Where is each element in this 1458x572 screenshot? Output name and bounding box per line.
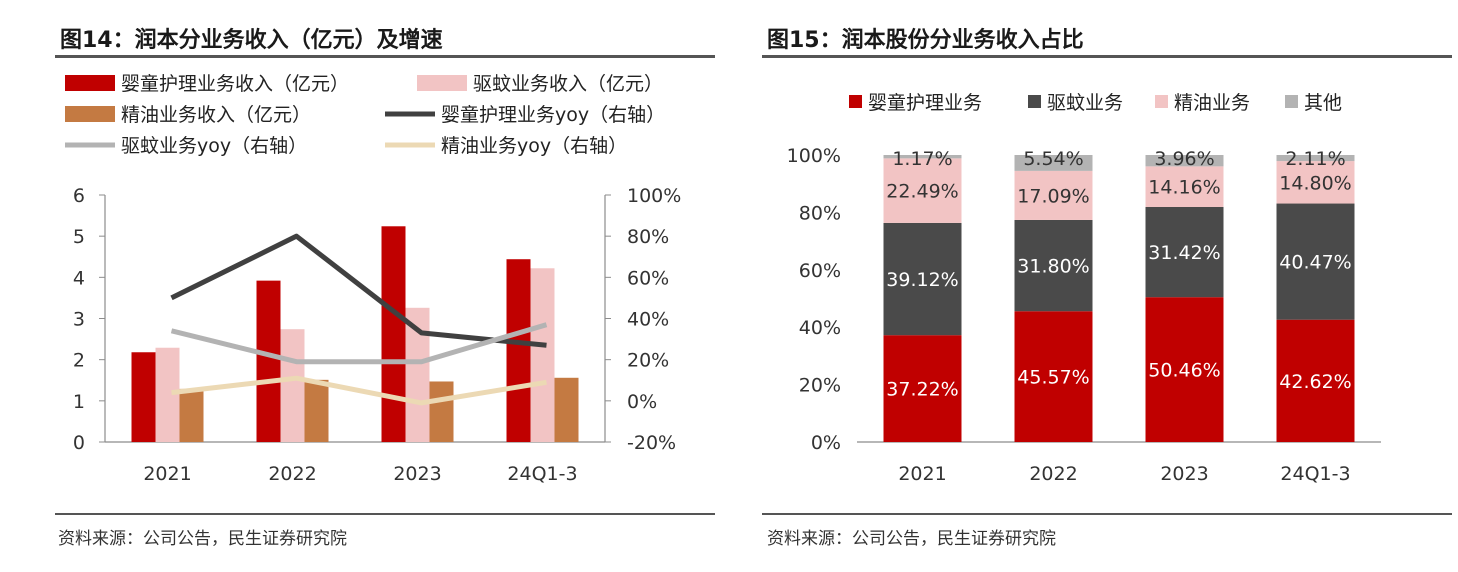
bar-essential-oil-revenue [430, 381, 454, 442]
data-label: 3.96% [1154, 148, 1214, 170]
legend-swatch [65, 75, 115, 91]
legend-label: 婴童护理业务yoy（右轴） [441, 104, 665, 126]
data-label: 17.09% [1017, 185, 1089, 207]
data-label: 40.47% [1279, 252, 1351, 274]
y-tick-label: 2 [73, 350, 85, 372]
data-label: 1.17% [892, 148, 952, 170]
x-category-label: 2023 [393, 463, 441, 485]
y-tick-label: 20% [799, 375, 841, 397]
legend-swatch [65, 106, 115, 122]
y2-tick-label: 100% [627, 185, 681, 207]
legend-label: 其他 [1304, 92, 1342, 114]
data-label: 14.16% [1148, 177, 1220, 199]
y-tick-label: 40% [799, 317, 841, 339]
legend-label: 精油业务收入（亿元） [121, 104, 311, 126]
y-tick-label: 0% [811, 432, 841, 454]
bar-essential-oil-revenue [305, 380, 329, 442]
revenue-share-chart: 0% 20% 40% 60% 80% 100% 2021 2022 2023 24Q1-3 37.2… [745, 0, 1458, 572]
y-tick-label: 1 [73, 391, 85, 413]
legend-label: 婴童护理业务收入（亿元） [121, 73, 349, 95]
x-category-label: 2021 [143, 463, 191, 485]
bar-mosquito-repellent-revenue [156, 348, 180, 442]
legend-label: 婴童护理业务 [868, 92, 982, 114]
legend-swatch [849, 95, 862, 108]
bar-essential-oil-revenue [180, 389, 204, 442]
line-mosquito-repellent-yoy [172, 325, 547, 362]
y2-tick-label: 60% [627, 267, 669, 289]
data-label: 22.49% [886, 181, 958, 203]
legend-label: 精油业务yoy（右轴） [441, 135, 627, 157]
source-divider [762, 513, 1452, 515]
y-tick-label: 6 [73, 185, 85, 207]
legend-label: 驱蚊业务 [1047, 92, 1123, 114]
data-label: 39.12% [886, 269, 958, 291]
legend-label: 驱蚊业务收入（亿元） [473, 73, 663, 95]
y2-tick-label: 80% [627, 226, 669, 248]
legend-swatch [1285, 95, 1298, 108]
bar-mosquito-repellent-revenue [531, 268, 555, 442]
source-note: 资料来源：公司公告，民生证券研究院 [58, 524, 347, 549]
data-label: 5.54% [1023, 148, 1083, 170]
data-label: 2.11% [1285, 148, 1345, 170]
x-category-label: 2023 [1160, 463, 1208, 485]
source-note: 资料来源：公司公告，民生证券研究院 [767, 524, 1056, 549]
y-tick-label: 0 [73, 432, 85, 454]
line-baby-care-yoy [172, 236, 547, 345]
revenue-growth-chart: 0 1 2 3 4 5 6 -20% 0% 20% 40% 60% 80% 100% 2021 2022 202… [0, 0, 730, 572]
bar-mosquito-repellent-revenue [281, 329, 305, 442]
source-divider [55, 513, 715, 515]
bar-essential-oil-revenue [555, 378, 579, 442]
x-category-label: 24Q1-3 [1280, 463, 1350, 485]
bar-baby-care-revenue [382, 226, 406, 442]
right-figure-panel: 图15：润本股份分业务收入占比 0% 20% 40% 60% 80% 100% 2021 20… [745, 0, 1458, 572]
left-figure-panel: 图14：润本分业务收入（亿元）及增速 0 1 2 3 4 5 6 -20% 0% 20% 40% 60… [0, 0, 730, 572]
data-label: 31.80% [1017, 256, 1089, 278]
legend-swatch [1155, 95, 1168, 108]
y-tick-label: 3 [73, 309, 85, 331]
x-category-label: 24Q1-3 [507, 463, 577, 485]
x-category-label: 2022 [268, 463, 316, 485]
data-label: 37.22% [886, 379, 958, 401]
bar-baby-care-revenue [257, 281, 281, 442]
x-category-label: 2022 [1029, 463, 1077, 485]
data-label: 31.42% [1148, 242, 1220, 264]
legend-label: 驱蚊业务yoy（右轴） [121, 135, 307, 157]
y2-tick-label: 20% [627, 350, 669, 372]
y2-tick-label: 0% [627, 391, 657, 413]
data-label: 14.80% [1279, 172, 1351, 194]
bar-baby-care-revenue [132, 352, 156, 442]
y-tick-label: 100% [787, 145, 841, 167]
y-tick-label: 5 [73, 226, 85, 248]
legend-swatch [417, 75, 467, 91]
bar-baby-care-revenue [507, 259, 531, 442]
y-tick-label: 80% [799, 202, 841, 224]
y-tick-label: 4 [73, 267, 85, 289]
data-label: 45.57% [1017, 367, 1089, 389]
legend-label: 精油业务 [1174, 92, 1250, 114]
data-label: 42.62% [1279, 371, 1351, 393]
x-category-label: 2021 [898, 463, 946, 485]
y2-tick-label: 40% [627, 309, 669, 331]
data-label: 50.46% [1148, 360, 1220, 382]
y-tick-label: 60% [799, 260, 841, 282]
line-essential-oil-yoy [172, 378, 547, 403]
legend-swatch [1028, 95, 1041, 108]
y2-tick-label: -20% [627, 432, 676, 454]
